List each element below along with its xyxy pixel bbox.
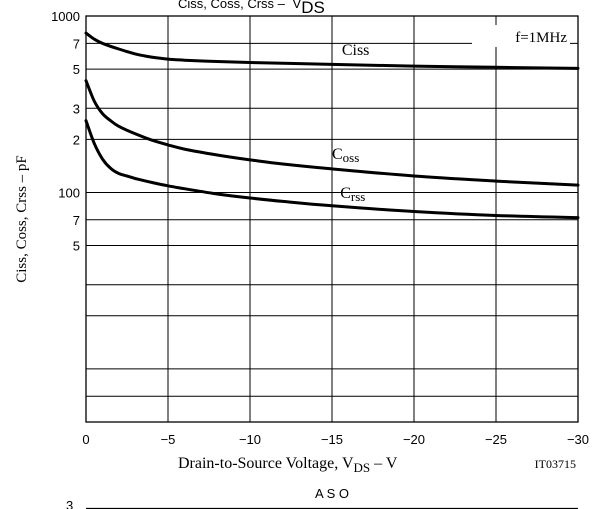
curve-label-coss: Coss (332, 146, 359, 165)
figure-code: IT03715 (535, 457, 576, 471)
grid (85, 15, 579, 423)
next-chart-title: A S O (315, 486, 349, 501)
condition-box (472, 25, 570, 47)
curve-label-ciss: Ciss (342, 42, 370, 59)
y-tick-label: 1000 (51, 9, 80, 24)
x-axis-ticks: 0 −5 −10 −15 −20 −25 −30 (82, 432, 589, 447)
series (84, 31, 580, 220)
condition-label: f=1MHz (515, 30, 567, 46)
x-tick-label: 0 (82, 432, 89, 447)
series-ciss-line (84, 31, 580, 70)
x-axis-label: Drain-to-Source Voltage, VDS – V (178, 455, 398, 475)
y-axis-label: Ciss, Coss, Crss – pF (14, 155, 30, 283)
y-tick-label: 3 (73, 101, 80, 116)
curve-labels: Ciss Coss Crss (332, 42, 369, 204)
x-tick-label: −15 (321, 432, 343, 447)
x-tick-label: −25 (485, 432, 507, 447)
series-crss-line (84, 119, 580, 220)
curve-label-crss: Crss (340, 185, 365, 204)
y-tick-label: 7 (73, 213, 80, 228)
y-axis-ticks: 1000 7 5 3 2 100 7 5 (51, 9, 80, 254)
chart-title-fragment: Ciss, Coss, Crss – VDS (178, 0, 325, 17)
next-chart-y-tick: 3 (66, 498, 73, 509)
x-tick-label: −20 (403, 432, 425, 447)
y-tick-label: 5 (73, 62, 80, 77)
y-tick-label: 7 (73, 36, 80, 51)
series-coss-line (84, 79, 580, 187)
x-tick-label: −5 (161, 432, 176, 447)
y-tick-label: 5 (73, 239, 80, 254)
x-tick-label: −30 (567, 432, 589, 447)
y-tick-label: 2 (73, 132, 80, 147)
y-tick-label: 100 (58, 185, 80, 200)
x-tick-label: −10 (239, 432, 261, 447)
